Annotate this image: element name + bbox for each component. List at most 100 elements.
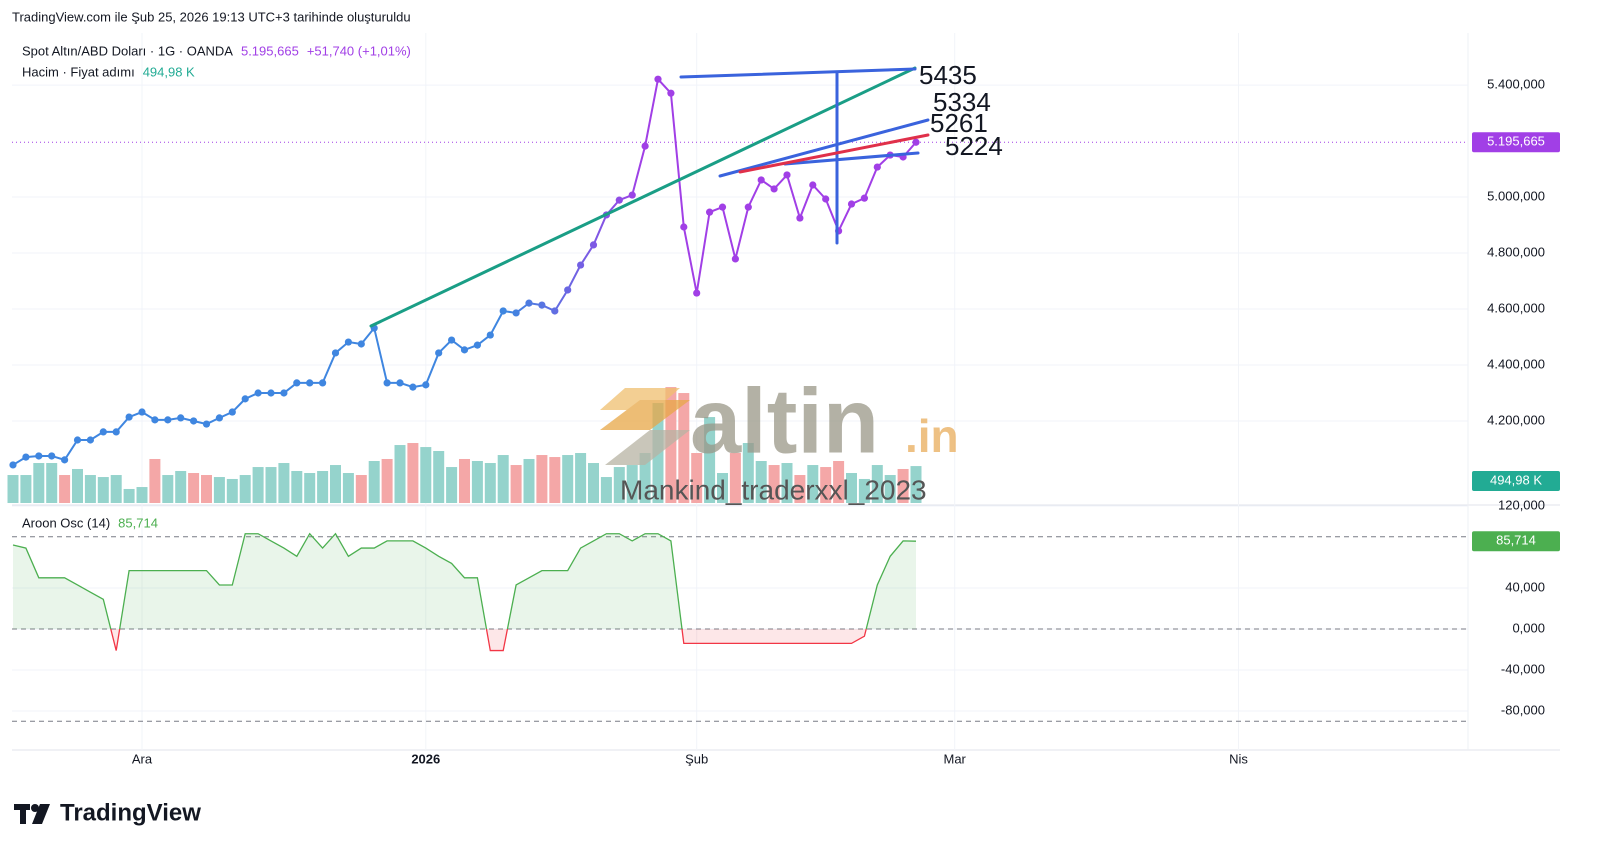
volume-bar — [265, 467, 277, 503]
watermark: altin .in — [600, 370, 959, 472]
volume-bar — [549, 457, 561, 503]
price-point — [202, 420, 211, 428]
price-point — [564, 286, 572, 294]
y-tick-label: 4.800,000 — [1487, 244, 1545, 259]
value-tag-label: 494,98 K — [1490, 472, 1542, 487]
y-tick-label: 0,000 — [1512, 620, 1545, 635]
volume-bar — [613, 467, 625, 503]
price-point — [499, 307, 507, 315]
value-tag-label: 85,714 — [1496, 533, 1536, 548]
legend-text: 85,714 — [118, 515, 158, 530]
volume-bar — [213, 477, 225, 503]
volume-bar — [510, 465, 522, 503]
domain: .in — [905, 410, 959, 462]
volume-bar — [820, 467, 832, 503]
volume-bar — [342, 473, 354, 503]
price-point — [744, 203, 752, 211]
volume-bar — [84, 475, 96, 503]
volume-bar — [7, 475, 19, 503]
price-point — [809, 181, 817, 189]
price-point — [693, 289, 701, 297]
volume-bar — [717, 473, 728, 503]
price-point — [912, 138, 920, 146]
value-tag — [1472, 531, 1560, 552]
price-point — [228, 408, 236, 416]
aroon-line-up — [12, 532, 917, 630]
volume-bar — [600, 477, 612, 503]
trend-line — [369, 66, 917, 328]
volume-bar — [381, 458, 393, 503]
price-point — [306, 379, 314, 387]
x-tick-label: Mar — [944, 751, 967, 766]
price-point — [448, 336, 456, 344]
volume-bar — [201, 475, 212, 503]
volume-bar — [562, 455, 574, 503]
volume-bar — [807, 465, 819, 503]
volume-bar — [678, 393, 690, 503]
volume-bar — [175, 470, 187, 503]
volume-bar — [639, 453, 651, 503]
price-point — [667, 89, 675, 97]
volume-bar — [846, 473, 857, 503]
price-point — [254, 389, 262, 397]
user-watermark: Mankind_traderxxl_2023 — [620, 474, 927, 505]
y-tick-label: -80,000 — [1501, 702, 1545, 717]
price-point — [409, 383, 417, 391]
brand: altin — [690, 370, 879, 472]
volume-bar — [897, 468, 909, 503]
volume-bar — [136, 487, 148, 503]
volume-bar — [33, 463, 45, 503]
price-point — [589, 241, 598, 249]
volume-bar — [20, 475, 32, 503]
y-tick-label: 120,000 — [1498, 497, 1545, 512]
volume-bar — [252, 467, 264, 503]
caption: TradingView.com ile Şub 25, 2026 19:13 U… — [12, 9, 411, 24]
volume-bar — [110, 475, 122, 503]
y-tick-label: 5.000,000 — [1487, 188, 1545, 203]
price-point — [357, 340, 365, 348]
price-point — [847, 200, 856, 208]
price-point — [99, 428, 107, 436]
price-point — [241, 395, 249, 403]
price-point — [538, 301, 546, 309]
volume-bar — [575, 453, 587, 503]
price-point — [61, 456, 69, 464]
footer-brand: TradingView — [60, 799, 201, 826]
price-point — [460, 346, 469, 354]
volume-bar — [355, 475, 367, 503]
price-point — [731, 255, 740, 263]
price-point — [512, 309, 520, 317]
volume-bar — [304, 473, 316, 503]
price-point — [344, 338, 352, 346]
volume-bar — [884, 475, 896, 503]
volume-bar — [768, 465, 780, 503]
price-point — [293, 379, 301, 387]
volume-bar — [420, 447, 432, 503]
price-point — [151, 416, 159, 424]
x-tick-label: Nis — [1229, 751, 1248, 766]
volume-bar — [626, 465, 638, 503]
y-tick-label: 4.400,000 — [1487, 356, 1545, 371]
price-point — [770, 185, 778, 193]
x-tick-label: Şub — [685, 751, 708, 766]
volume-bar — [729, 453, 741, 503]
trend-line — [718, 118, 930, 178]
price-point — [319, 379, 327, 387]
price-point — [435, 349, 443, 357]
legend-text: 494,98 K — [143, 64, 195, 79]
price-point — [48, 452, 56, 460]
volume-bar — [162, 475, 174, 503]
logo-shape — [605, 430, 690, 465]
volume-bar — [536, 455, 548, 503]
price-point — [525, 299, 533, 307]
annotation: 5435 — [919, 60, 977, 90]
volume-bar — [794, 475, 806, 503]
x-tick-label: Ara — [132, 751, 153, 766]
price-point — [422, 381, 430, 389]
volume-bar — [459, 458, 470, 503]
price-point — [577, 261, 585, 269]
legend-text: Hacim · Fiyat adımı — [22, 64, 135, 79]
price-point — [396, 379, 404, 387]
y-tick-label: 4.200,000 — [1487, 412, 1545, 427]
